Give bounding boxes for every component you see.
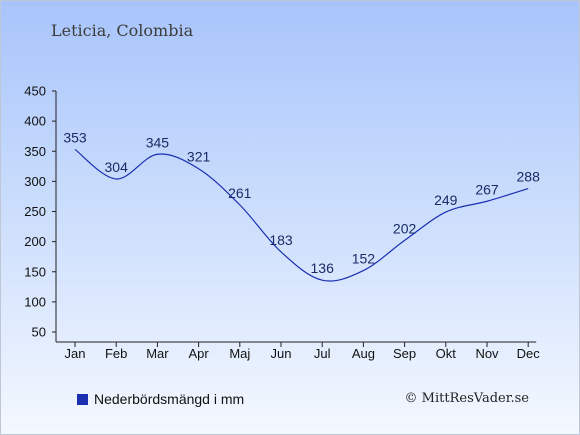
- y-tick-label: 450: [24, 84, 46, 99]
- x-tick-label: Feb: [105, 346, 127, 361]
- x-tick-label: Dec: [517, 346, 541, 361]
- copyright-text: © MittResVader.se: [404, 391, 529, 406]
- data-label: 202: [393, 220, 417, 236]
- y-tick-label: 100: [24, 294, 46, 309]
- data-label: 183: [269, 232, 293, 248]
- x-tick-label: Aug: [352, 346, 375, 361]
- x-tick-label: Maj: [229, 346, 250, 361]
- data-label: 267: [475, 181, 499, 197]
- y-tick-label: 250: [24, 204, 46, 219]
- y-tick-label: 400: [24, 114, 46, 129]
- data-label: 288: [517, 169, 541, 185]
- data-label: 249: [434, 192, 458, 208]
- data-label: 353: [63, 129, 87, 145]
- x-tick-label: Jan: [65, 346, 86, 361]
- data-label: 345: [146, 134, 170, 150]
- legend-label: Nederbördsmängd i mm: [94, 391, 245, 407]
- y-tick-label: 50: [32, 325, 46, 340]
- x-tick-label: Okt: [436, 346, 457, 361]
- data-label: 136: [311, 260, 335, 276]
- x-tick-label: Jun: [271, 346, 292, 361]
- y-tick-label: 300: [24, 174, 46, 189]
- y-tick-label: 150: [24, 264, 46, 279]
- x-tick-label: Nov: [475, 346, 499, 361]
- x-tick-label: Jul: [314, 346, 331, 361]
- series-line: [74, 148, 529, 282]
- x-tick-label: Apr: [188, 346, 209, 361]
- location-title: Leticia, Colombia: [51, 21, 194, 40]
- legend-swatch: [77, 393, 88, 405]
- data-label: 321: [187, 149, 211, 165]
- data-label: 261: [228, 185, 252, 201]
- data-label: 304: [105, 159, 129, 175]
- data-label: 152: [352, 251, 376, 267]
- legend: Nederbördsmängd i mm: [77, 391, 244, 407]
- x-tick-label: Sep: [393, 346, 416, 361]
- y-tick-label: 350: [24, 144, 46, 159]
- x-tick-label: Mar: [146, 346, 169, 361]
- y-tick-label: 200: [24, 234, 46, 249]
